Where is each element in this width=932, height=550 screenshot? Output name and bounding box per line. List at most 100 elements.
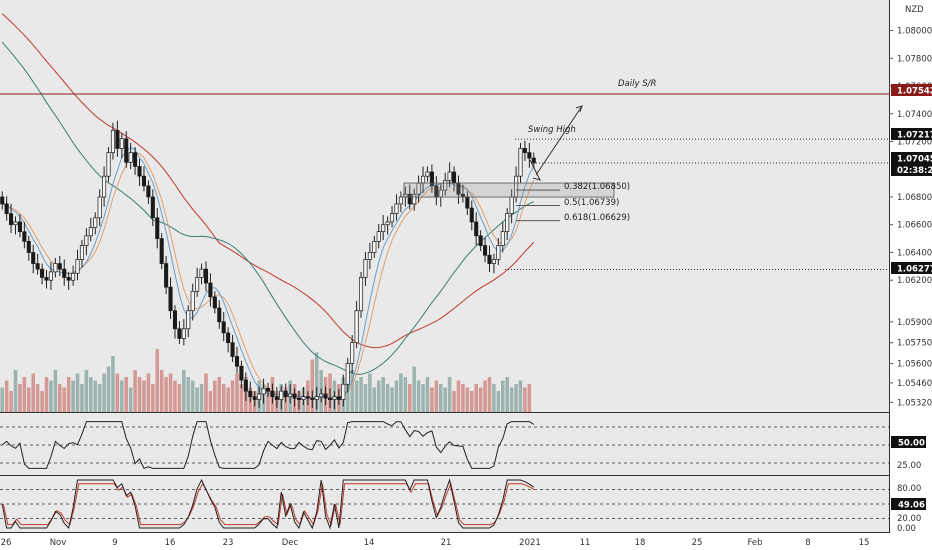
candle-body xyxy=(518,148,523,177)
volume-bar xyxy=(474,384,478,412)
volume-bar xyxy=(128,387,133,412)
price-tick-label: 1.06200 xyxy=(897,276,932,286)
price-tick-label: 1.06600 xyxy=(897,221,932,231)
price-pane[interactable] xyxy=(0,0,890,412)
volume-bar xyxy=(217,377,222,412)
volume-bar xyxy=(403,377,408,412)
candle-body xyxy=(195,277,200,292)
candle-body xyxy=(119,138,124,149)
candle-body xyxy=(354,310,359,343)
price-tick-label: 1.05900 xyxy=(897,318,932,328)
volume-bar xyxy=(115,373,120,412)
volume-bar xyxy=(155,349,160,412)
volume-bar xyxy=(376,380,381,412)
candle-body xyxy=(97,196,102,219)
candle-body xyxy=(31,252,36,264)
volume-bar xyxy=(443,387,447,412)
time-tick-label: 14 xyxy=(364,538,375,548)
volume-bar xyxy=(106,366,111,412)
stoch-pane[interactable] xyxy=(0,476,890,533)
candle-body xyxy=(4,203,9,214)
rsi-pane[interactable] xyxy=(0,413,890,475)
candle-body xyxy=(372,241,377,253)
volume-bar xyxy=(226,387,230,412)
volume-bar xyxy=(137,377,142,412)
candle-body xyxy=(159,238,164,264)
volume-bar xyxy=(84,370,89,412)
rsi-layer xyxy=(0,421,890,470)
volume-bar xyxy=(310,359,315,412)
volume-bar xyxy=(239,384,244,412)
candle-body xyxy=(363,259,368,278)
candle-body xyxy=(292,393,297,399)
price-tick-label: 1.05460 xyxy=(897,379,932,389)
time-tick-label: 25 xyxy=(692,538,703,548)
volume-bar xyxy=(120,380,124,412)
volume-bar xyxy=(434,380,439,412)
volume-bar xyxy=(509,387,514,412)
candle-body xyxy=(203,268,209,284)
candle-body xyxy=(270,390,275,398)
candle-body xyxy=(181,328,186,339)
volume-bar xyxy=(390,387,394,412)
rsi-line xyxy=(1,421,535,470)
volume-bar xyxy=(518,380,523,412)
volume-bar xyxy=(492,384,496,412)
time-tick-label: 11 xyxy=(580,538,591,548)
levels-layer xyxy=(0,93,890,271)
candle-body xyxy=(133,152,138,167)
volume-bar xyxy=(447,377,452,412)
volume-bar xyxy=(195,387,199,412)
volume-bar xyxy=(199,384,204,412)
candle-body xyxy=(84,235,89,246)
candle-body xyxy=(57,263,62,270)
volume-bar xyxy=(235,373,239,412)
volume-bar xyxy=(13,370,18,412)
candle-body xyxy=(487,254,492,264)
volume-bar xyxy=(190,380,195,412)
candle-body xyxy=(106,152,111,177)
candle-body xyxy=(531,157,536,164)
volume-bar xyxy=(266,387,270,412)
volume-bar xyxy=(452,391,456,412)
candle-body xyxy=(226,332,231,343)
candle-body xyxy=(491,259,496,264)
tag-swing-high xyxy=(891,128,932,140)
volume-bar xyxy=(75,373,80,412)
volume-bar xyxy=(381,377,385,412)
candle-body xyxy=(447,171,452,181)
candle-body xyxy=(367,252,372,260)
volume-bar xyxy=(363,384,368,412)
volume-bar xyxy=(111,356,115,412)
swing-high-label: Swing High xyxy=(528,125,576,135)
candle-body xyxy=(75,259,80,274)
candle-body xyxy=(62,268,67,278)
ma-mid-line xyxy=(1,41,535,375)
candle-body xyxy=(345,363,350,385)
tag-swing-low xyxy=(891,262,932,274)
candle-body xyxy=(341,383,346,400)
volume-bar xyxy=(394,380,399,412)
candle-body xyxy=(186,310,191,330)
candle-body xyxy=(40,268,45,278)
volume-bar xyxy=(53,370,58,412)
tag-rsi-value xyxy=(891,436,926,448)
volume-bar xyxy=(173,380,177,412)
candles-layer[interactable] xyxy=(0,120,536,410)
fib-label-382: 0.382(1.06850) xyxy=(564,182,630,192)
candle-body xyxy=(141,175,147,187)
candle-body xyxy=(124,138,129,163)
candle-body xyxy=(234,356,240,367)
candle-body xyxy=(376,231,381,242)
stoch-k-line xyxy=(1,478,535,530)
volume-bar xyxy=(151,384,155,412)
candle-body xyxy=(26,241,31,253)
tag-countdown-text: 02:38:23 xyxy=(897,166,932,176)
volume-bar xyxy=(430,387,434,412)
candle-body xyxy=(252,396,257,400)
volume-bar xyxy=(354,380,359,412)
volume-bar xyxy=(496,391,501,412)
price-tick-label: 1.08000 xyxy=(897,27,932,37)
